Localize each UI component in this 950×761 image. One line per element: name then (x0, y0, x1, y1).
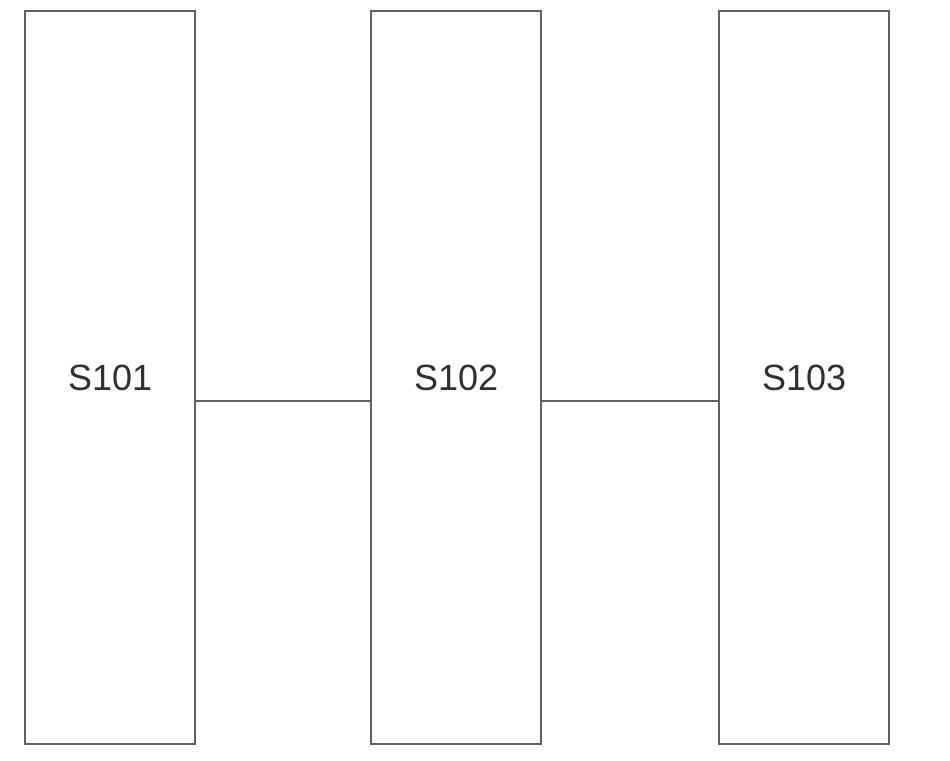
block-s101: S101 (24, 10, 196, 745)
connector-2 (542, 400, 718, 402)
block-label-s102: S102 (414, 357, 498, 399)
block-label-s103: S103 (762, 357, 846, 399)
block-s102: S102 (370, 10, 542, 745)
connector-1 (196, 400, 370, 402)
block-s103: S103 (718, 10, 890, 745)
block-label-s101: S101 (68, 357, 152, 399)
diagram-container: S101 S102 S103 (0, 0, 950, 761)
